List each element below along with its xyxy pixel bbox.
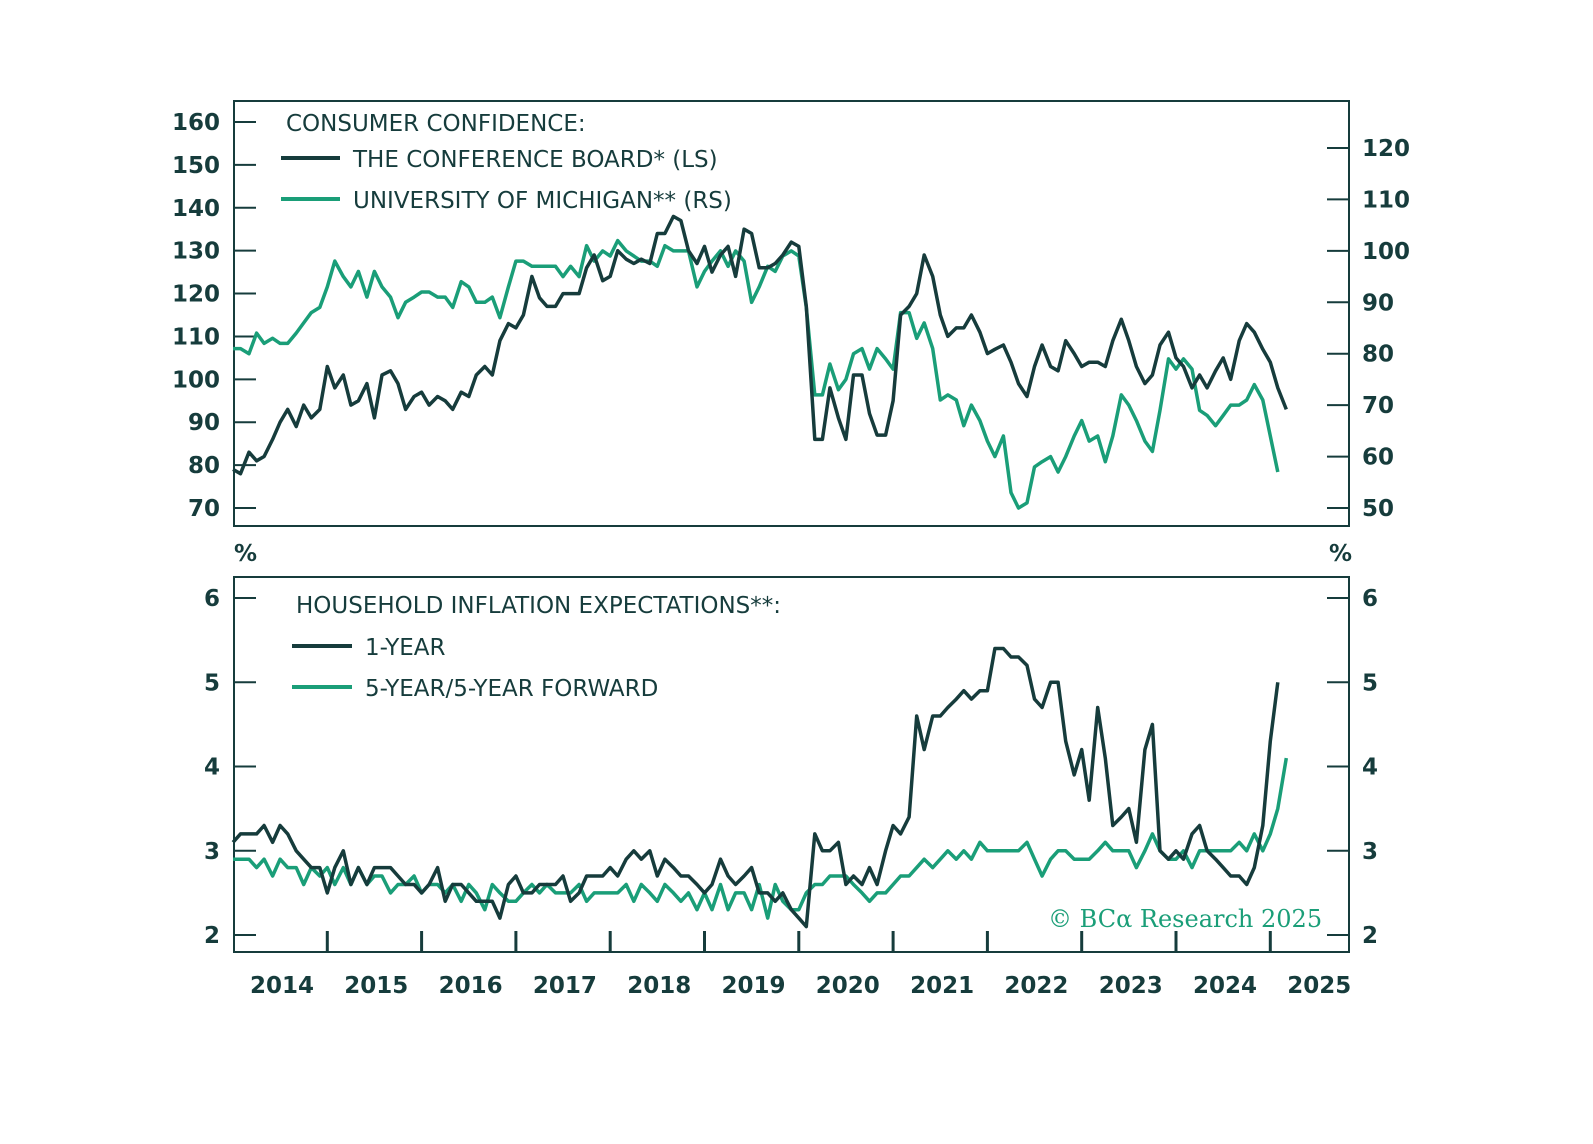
- x-tick-label: 2015: [344, 973, 408, 999]
- x-tick-label: 2021: [910, 973, 974, 999]
- y-tick-label-right: 60: [1362, 445, 1394, 471]
- y-tick-label-left: 3: [204, 839, 220, 865]
- series-line-conference-board: [232, 214, 1288, 476]
- series-layer: [231, 214, 1289, 929]
- y-tick-label-right: 4: [1362, 755, 1378, 781]
- y-tick-label-right: 5: [1362, 670, 1378, 696]
- x-tick-label: 2017: [533, 973, 597, 999]
- x-tick-label: 2024: [1193, 973, 1257, 999]
- upper-title: CONSUMER CONFIDENCE:: [286, 111, 586, 137]
- y-tick-label-right: 90: [1362, 290, 1394, 316]
- x-tick-label: 2018: [627, 973, 691, 999]
- legend-label-1-year: 1-YEAR: [365, 635, 446, 661]
- y-tick-label-right: 80: [1362, 342, 1394, 368]
- y-tick-label-left: 110: [172, 324, 220, 350]
- upper-panel-frame: [233, 100, 1350, 527]
- lower-right-axis: 2 3 4 5 6: [1327, 586, 1378, 949]
- y-tick-label-right: 3: [1362, 839, 1378, 865]
- x-tick-label: 2020: [816, 973, 880, 999]
- y-tick-label-right: 2: [1362, 923, 1378, 949]
- y-tick-label-left: 80: [188, 453, 220, 479]
- x-axis: 2014 2015 2016 2017 2018 2019 2020 2021 2022 2023…: [250, 931, 1351, 999]
- legend-label-conference-board: THE CONFERENCE BOARD* (LS): [352, 147, 718, 173]
- y-tick-label-left: 160: [172, 110, 220, 136]
- percent-label-right: %: [1329, 541, 1352, 567]
- y-tick-label-right: 110: [1362, 187, 1410, 213]
- lower-title: HOUSEHOLD INFLATION EXPECTATIONS**:: [296, 593, 781, 619]
- x-tick-label: 2016: [439, 973, 503, 999]
- y-tick-label-left: 6: [204, 586, 220, 612]
- series-line-1-year: [231, 646, 1280, 929]
- x-tick-label: 2025: [1287, 973, 1351, 999]
- upper-right-axis: 50 60 70 80 90 100 110 120: [1327, 136, 1410, 522]
- y-tick-label-left: 100: [172, 367, 220, 393]
- copyright-text: © BCα Research 2025: [1048, 905, 1322, 933]
- y-tick-label-right: 50: [1362, 496, 1394, 522]
- legend-label-5y5y: 5-YEAR/5-YEAR FORWARD: [365, 676, 658, 702]
- lower-left-axis: 2 3 4 5 6: [204, 586, 256, 949]
- y-tick-label-left: 130: [172, 239, 220, 265]
- y-tick-label-left: 140: [172, 196, 220, 222]
- x-tick-label: 2022: [1004, 973, 1068, 999]
- upper-left-axis: 70 80 90 100 110 120 130 140 150 160: [172, 110, 256, 522]
- y-tick-label-left: 4: [204, 755, 220, 781]
- x-tick-label: 2014: [250, 973, 314, 999]
- y-tick-label-left: 5: [204, 670, 220, 696]
- legend-label-michigan: UNIVERSITY OF MICHIGAN** (RS): [353, 188, 732, 214]
- y-tick-label-right: 100: [1362, 239, 1410, 265]
- y-tick-label-left: 150: [172, 153, 220, 179]
- y-tick-label-right: 70: [1362, 393, 1394, 419]
- series-line-5y5y-forward: [233, 757, 1289, 920]
- x-tick-label: 2023: [1099, 973, 1163, 999]
- y-tick-label-right: 6: [1362, 586, 1378, 612]
- y-tick-label-left: 2: [204, 923, 220, 949]
- y-tick-label-left: 90: [188, 410, 220, 436]
- percent-label-left: %: [234, 541, 257, 567]
- lower-panel-frame: [233, 576, 1350, 953]
- y-tick-label-left: 70: [188, 496, 220, 522]
- y-tick-label-left: 120: [172, 282, 220, 308]
- y-tick-label-right: 120: [1362, 136, 1410, 162]
- x-tick-label: 2019: [721, 973, 785, 999]
- series-line-michigan: [233, 238, 1280, 510]
